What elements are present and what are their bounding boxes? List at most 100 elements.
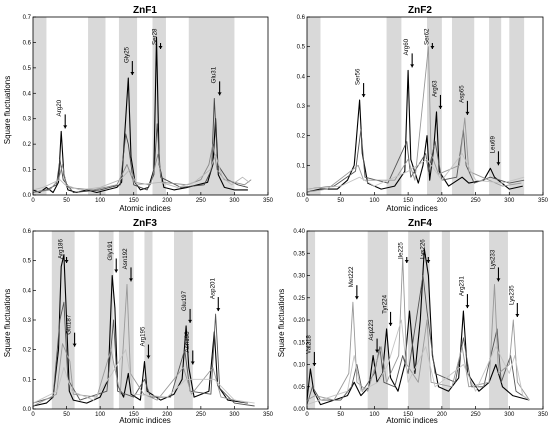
series-line [32, 301, 255, 407]
y-tick-label: 0.6 [23, 40, 32, 46]
annotation-label: Ile225 [398, 242, 405, 259]
x-axis-title: Atomic indices [386, 416, 438, 425]
annotation-arrowhead [410, 64, 415, 68]
annotation-label: Arg195 [139, 326, 146, 347]
annotation-arrowhead [496, 278, 501, 282]
annotation-label: Met222 [348, 266, 355, 287]
x-tick-label: 150 [403, 198, 414, 204]
shaded-region [489, 231, 508, 409]
x-tick-label: 200 [162, 198, 173, 204]
series-line [306, 69, 523, 193]
annotation-arrowhead [426, 260, 431, 263]
y-tick-label: 0.4 [23, 91, 32, 97]
x-tick-label: 300 [504, 198, 515, 204]
shaded-region [33, 17, 47, 195]
y-axis-title: Square fluctuations [3, 289, 12, 358]
annotation-arrowhead [430, 46, 435, 49]
annotation-arrowhead [188, 319, 193, 323]
x-tick-label: 250 [471, 198, 482, 204]
panel-znf1: ZnF1 0 50 100 150 200 250 300 350 0.0 0.1 0.2 0.3 0.… [3, 5, 274, 213]
y-tick-label: 0.25 [293, 296, 305, 302]
y-tick-label: 0.20 [293, 318, 305, 324]
annotation-arrowhead [404, 260, 409, 263]
x-tick-label: 250 [196, 198, 207, 204]
panel-znf2: ZnF2 0 50 100 150 200 250 300 350 0.0 0.1 0.2 0.3 0.… [297, 5, 549, 213]
annotation-label: Asp223 [368, 319, 375, 341]
x-tick-label: 300 [504, 412, 515, 418]
y-tick-label: 0.0 [23, 193, 32, 199]
x-tick-label: 0 [305, 198, 309, 204]
x-tick-label: 250 [196, 412, 207, 418]
x-tick-label: 50 [337, 198, 344, 204]
y-tick-label: 0.0 [23, 407, 32, 413]
annotation-label: Arg231 [458, 276, 465, 297]
shaded-region [489, 17, 502, 195]
y-tick-label: 0.40 [293, 229, 305, 235]
x-tick-label: 350 [538, 412, 549, 418]
x-tick-label: 150 [129, 198, 140, 204]
series-line [306, 153, 525, 190]
shaded-region [408, 231, 430, 409]
y-tick-label: 0.05 [293, 385, 305, 391]
y-tick-label: 0.1 [23, 168, 32, 174]
x-tick-label: 350 [263, 412, 274, 418]
shaded-region [144, 231, 153, 409]
y-tick-label: 0.15 [293, 340, 305, 346]
annotation-label: Lys235 [508, 285, 515, 305]
annotation-label: Gly191 [107, 240, 114, 260]
panel-title: ZnF1 [133, 5, 157, 16]
x-tick-label: 350 [538, 198, 549, 204]
series-line [32, 153, 250, 191]
series-line [32, 349, 255, 404]
shaded-region [88, 17, 106, 195]
x-tick-label: 200 [162, 412, 173, 418]
annotation-arrowhead [129, 278, 133, 282]
annotation-label: Arg20 [56, 99, 63, 116]
x-tick-label: 150 [129, 412, 140, 418]
annotation-arrowhead [130, 72, 135, 76]
annotation-label: Leu69 [489, 136, 496, 154]
y-tick-label: 0.5 [23, 66, 32, 72]
annotation-label: Glu187 [66, 314, 73, 335]
shaded-region [51, 231, 75, 409]
annotation-label: Asn192 [122, 248, 129, 270]
x-tick-label: 100 [369, 412, 380, 418]
y-tick-label: 0.2 [297, 134, 306, 140]
series-line [306, 275, 530, 405]
x-axis-title: Atomic indices [386, 204, 438, 213]
annotation-arrowhead [354, 296, 359, 300]
x-tick-label: 300 [229, 198, 240, 204]
annotation-arrowhead [312, 362, 317, 366]
y-axis-title: Square fluctuations [3, 76, 12, 145]
panel-znf4: ZnF4 0 50 100 150 200 250 300 350 0.00 0.05 0.10 0.… [277, 218, 549, 425]
x-tick-label: 300 [229, 412, 240, 418]
y-tick-label: 0.3 [297, 104, 306, 110]
x-tick-label: 250 [471, 412, 482, 418]
y-tick-label: 0.6 [297, 15, 306, 21]
shaded-region [307, 17, 321, 195]
annotation-label: Glu197 [181, 290, 188, 311]
annotation-arrowhead [72, 343, 77, 347]
y-tick-label: 0.0 [297, 193, 306, 199]
shaded-region [307, 231, 316, 409]
shaded-region [509, 17, 525, 195]
annotation-arrowhead [64, 260, 69, 263]
panel-title: ZnF3 [133, 218, 157, 229]
annotation-arrowhead [388, 322, 393, 326]
y-tick-label: 0.30 [293, 274, 305, 280]
annotation-label: Ser62 [423, 28, 430, 45]
x-tick-label: 50 [337, 412, 344, 418]
annotation-arrowhead [146, 355, 151, 359]
annotation-arrowhead [361, 94, 366, 98]
annotation-arrowhead [375, 349, 380, 353]
panel-znf3: ZnF3 0 50 100 150 200 250 300 350 0.0 0.1 0.2 0.3 0.… [3, 218, 274, 425]
shaded-region [441, 231, 450, 409]
x-axis-title: Atomic indices [119, 416, 171, 425]
y-tick-label: 0.4 [297, 74, 306, 80]
annotation-arrowhead [465, 111, 470, 115]
x-tick-label: 0 [31, 412, 35, 418]
x-tick-label: 100 [95, 412, 106, 418]
series-line [32, 97, 249, 193]
x-tick-label: 150 [403, 412, 414, 418]
